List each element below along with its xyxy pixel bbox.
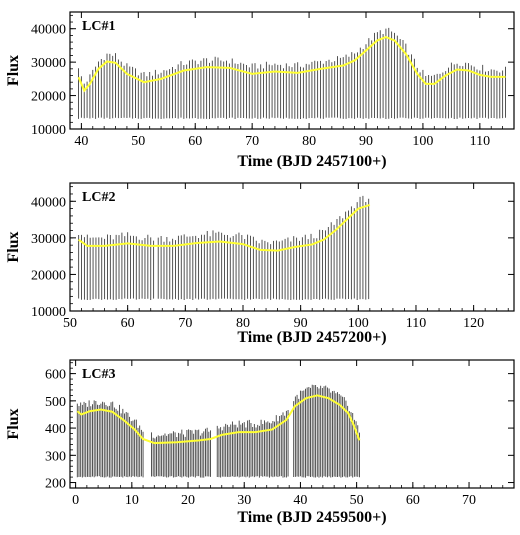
x-tick-label: 120 — [463, 316, 484, 331]
x-tick-label: 80 — [236, 316, 250, 331]
y-tick-label: 10000 — [31, 305, 66, 320]
x-tick-label: 90 — [294, 316, 308, 331]
y-tick-label: 20000 — [31, 90, 66, 105]
y-tick-label: 10000 — [31, 123, 66, 138]
panel-label: LC#3 — [82, 367, 115, 382]
x-tick-label: 50 — [131, 134, 145, 149]
smooth-trend-line — [78, 203, 371, 252]
plot-frame — [69, 11, 515, 130]
panel-label: LC#2 — [82, 190, 115, 205]
x-tick-label: 50 — [63, 316, 77, 331]
chart-panel-1: 40 50 60 70 80 90 100 110 10000 20000 30000 40000 LC… — [5, 11, 515, 170]
x-tick-label: 60 — [188, 134, 202, 149]
flux-data-points — [76, 384, 360, 478]
x-tick-label: 70 — [178, 316, 192, 331]
y-axis-label: Flux — [5, 408, 22, 439]
plot-frame — [69, 359, 515, 489]
x-tick-label: 40 — [74, 134, 88, 149]
x-tick-label: 20 — [181, 493, 195, 508]
y-axis-label: Flux — [5, 231, 22, 262]
x-axis-label: Time (BJD 2457100+) — [237, 153, 386, 170]
x-tick-label: 110 — [406, 316, 426, 331]
x-tick-label: 40 — [293, 493, 307, 508]
y-tick-label: 30000 — [31, 56, 66, 71]
x-tick-label: 80 — [302, 134, 316, 149]
y-tick-label: 200 — [45, 477, 66, 492]
x-tick-label: 60 — [121, 316, 135, 331]
smooth-trend-line — [77, 35, 506, 93]
x-tick-label: 50 — [350, 493, 364, 508]
y-tick-label: 20000 — [31, 268, 66, 283]
y-axis-label: Flux — [5, 55, 22, 86]
flux-data-points — [78, 27, 506, 119]
y-tick-label: 600 — [45, 368, 66, 383]
panel-label: LC#1 — [82, 19, 115, 34]
x-tick-label: 100 — [412, 134, 433, 149]
chart-panel-3: 0 10 20 30 40 50 60 70 200 300 400 500 600 LC#3 Time (… — [5, 359, 515, 526]
x-tick-label: 70 — [245, 134, 259, 149]
y-tick-label: 300 — [45, 449, 66, 464]
y-tick-label: 500 — [45, 395, 66, 410]
x-tick-label: 60 — [406, 493, 420, 508]
chart-panel-2: 50 60 70 80 90 100 110 120 10000 20000 30000 40000 L… — [5, 182, 515, 346]
x-axis-label: Time (BJD 2459500+) — [237, 509, 386, 526]
y-tick-label: 400 — [45, 422, 66, 437]
y-tick-label: 40000 — [31, 23, 66, 38]
x-tick-label: 30 — [237, 493, 251, 508]
x-tick-label: 0 — [72, 493, 79, 508]
x-tick-label: 70 — [462, 493, 476, 508]
x-tick-label: 100 — [348, 316, 369, 331]
x-tick-label: 110 — [470, 134, 490, 149]
plot-frame — [69, 182, 515, 312]
x-tick-label: 10 — [125, 493, 139, 508]
x-tick-label: 90 — [359, 134, 373, 149]
x-axis-label: Time (BJD 2457200+) — [237, 329, 386, 346]
y-tick-label: 40000 — [31, 195, 66, 210]
smooth-trend-line — [76, 394, 361, 445]
flux-data-points — [78, 195, 370, 301]
y-tick-label: 30000 — [31, 232, 66, 247]
